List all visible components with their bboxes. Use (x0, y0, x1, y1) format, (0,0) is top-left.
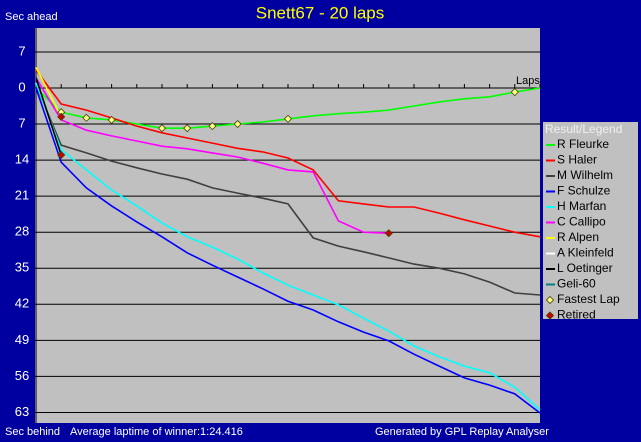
marker (208, 122, 217, 131)
x-axis-label: Laps (516, 75, 540, 87)
y-tick-label: 42 (15, 296, 29, 311)
plot-area (35, 28, 540, 423)
marker (510, 88, 519, 97)
chart-title: Snett67 - 20 laps (256, 3, 385, 22)
legend-label: A Kleinfeld (557, 246, 614, 260)
y-tick-label: 28 (15, 224, 29, 239)
legend-label: S Haler (557, 153, 597, 167)
legend-label: F Schulze (557, 184, 611, 198)
legend-label: Retired (557, 308, 596, 322)
marker (157, 124, 167, 133)
marker (57, 150, 66, 160)
footer-note: Average laptime of winner:1:24.416 (70, 426, 243, 438)
y-label-top: Sec ahead (5, 11, 58, 23)
legend-swatch (545, 295, 555, 305)
legend-swatch (545, 311, 555, 320)
y-tick-label: 0 (18, 79, 25, 94)
marker (283, 114, 293, 123)
marker (384, 229, 393, 238)
y-tick-label: 35 (15, 260, 29, 275)
series-line (35, 82, 541, 411)
marker (107, 115, 116, 124)
y-tick-label: 56 (15, 368, 29, 383)
series-line (35, 77, 62, 156)
series-line (35, 77, 389, 234)
marker (183, 124, 192, 133)
footer-credit: Generated by GPL Replay Analyser (375, 426, 549, 438)
marker (57, 112, 66, 121)
series-line (35, 84, 541, 296)
series-line (35, 87, 541, 414)
y-tick-label: 7 (18, 43, 25, 58)
series-line (35, 67, 62, 118)
y-tick-label: 14 (15, 152, 29, 167)
y-label-bottom: Sec behind (5, 426, 60, 438)
legend-label: L Oetinger (557, 261, 613, 275)
legend-label: C Callipo (557, 215, 606, 229)
y-tick-label: 49 (15, 332, 29, 347)
legend-label: R Alpen (557, 230, 599, 244)
legend-label: R Fleurke (557, 137, 609, 151)
legend-box (543, 122, 638, 319)
y-tick-label: 63 (15, 404, 29, 419)
series-line (35, 69, 541, 238)
legend-title: Result/Legend (545, 122, 622, 136)
y-tick-label: 7 (18, 115, 25, 130)
legend-label: Geli-60 (557, 277, 596, 291)
marker (82, 113, 91, 122)
marker (233, 119, 242, 129)
legend-label: Fastest Lap (557, 292, 620, 306)
y-tick-label: 21 (15, 188, 29, 203)
legend-label: M Wilhelm (557, 168, 613, 182)
legend-label: H Marfan (557, 199, 606, 213)
